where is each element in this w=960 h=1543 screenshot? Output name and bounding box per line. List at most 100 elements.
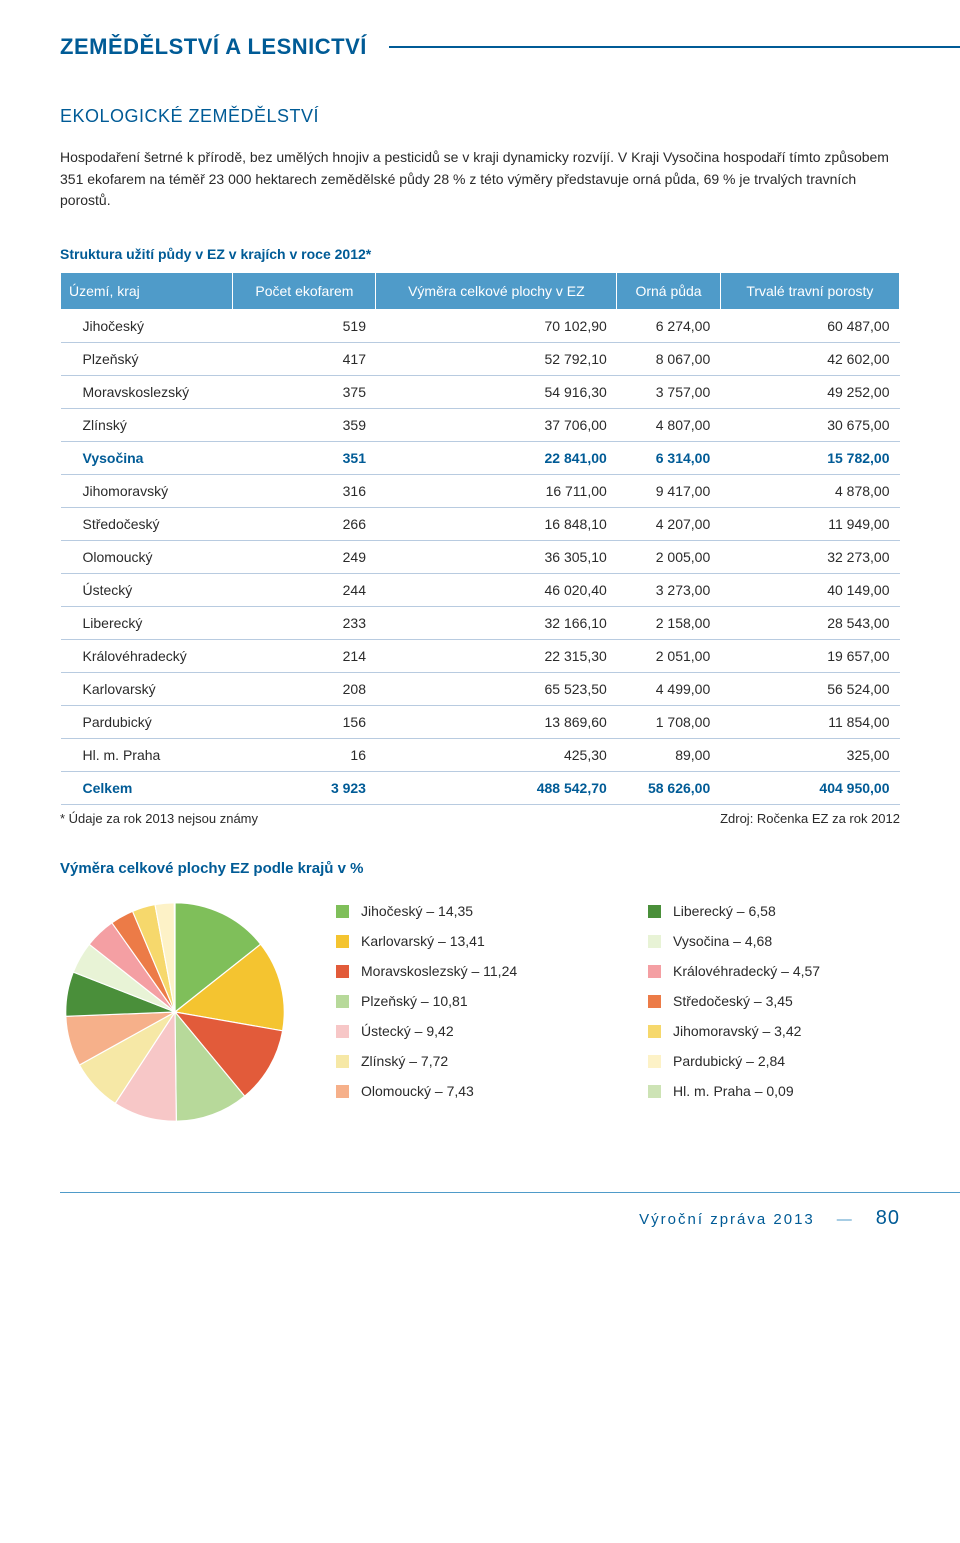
table-cell: Královéhradecký: [61, 640, 233, 673]
table-cell: 6 274,00: [617, 310, 720, 343]
table-footnote-right: Zdroj: Ročenka EZ za rok 2012: [720, 811, 900, 826]
table-cell: 16: [233, 739, 376, 772]
legend-item: Ústecký – 9,42: [336, 1023, 588, 1039]
table-cell: Celkem: [61, 772, 233, 805]
table-cell: Jihomoravský: [61, 475, 233, 508]
legend-item: Karlovarský – 13,41: [336, 933, 588, 949]
legend-item: Zlínský – 7,72: [336, 1053, 588, 1069]
table-cell: 70 102,90: [376, 310, 617, 343]
table-cell: 60 487,00: [720, 310, 899, 343]
table-row: Vysočina35122 841,006 314,0015 782,00: [61, 442, 900, 475]
table-cell: 351: [233, 442, 376, 475]
table-cell: 4 807,00: [617, 409, 720, 442]
footer-page-number: 80: [876, 1207, 900, 1230]
legend-swatch: [648, 965, 661, 978]
table-caption: Struktura užití půdy v EZ v krajích v ro…: [60, 246, 900, 262]
legend-label: Pardubický – 2,84: [673, 1053, 785, 1069]
table-cell: 32 166,10: [376, 607, 617, 640]
table-cell: 28 543,00: [720, 607, 899, 640]
table-header-cell: Území, kraj: [61, 273, 233, 310]
table-cell: 9 417,00: [617, 475, 720, 508]
section-title: EKOLOGICKÉ ZEMĚDĚLSTVÍ: [60, 106, 900, 127]
table-cell: 13 869,60: [376, 706, 617, 739]
legend-label: Ústecký – 9,42: [361, 1023, 454, 1039]
legend-item: Pardubický – 2,84: [648, 1053, 900, 1069]
table-header-cell: Orná půda: [617, 273, 720, 310]
pie-chart-title: Výměra celkové plochy EZ podle krajů v %: [60, 860, 900, 877]
table-cell: 37 706,00: [376, 409, 617, 442]
table-cell: 156: [233, 706, 376, 739]
legend-item: Plzeňský – 10,81: [336, 993, 588, 1009]
table-cell: 58 626,00: [617, 772, 720, 805]
table-cell: 16 848,10: [376, 508, 617, 541]
table-cell: 2 051,00: [617, 640, 720, 673]
table-cell: 56 524,00: [720, 673, 899, 706]
table-row: Olomoucký24936 305,102 005,0032 273,00: [61, 541, 900, 574]
table-cell: 425,30: [376, 739, 617, 772]
footer-label: Výroční zpráva 2013: [639, 1211, 815, 1228]
table-cell: 52 792,10: [376, 343, 617, 376]
table-cell: 15 782,00: [720, 442, 899, 475]
table-cell: 22 841,00: [376, 442, 617, 475]
table-cell: Plzeňský: [61, 343, 233, 376]
legend-label: Jihočeský – 14,35: [361, 903, 473, 919]
table-row: Karlovarský20865 523,504 499,0056 524,00: [61, 673, 900, 706]
legend-item: Hl. m. Praha – 0,09: [648, 1083, 900, 1099]
table-cell: 54 916,30: [376, 376, 617, 409]
table-row: Ústecký24446 020,403 273,0040 149,00: [61, 574, 900, 607]
legend-label: Středočeský – 3,45: [673, 993, 793, 1009]
table-cell: 316: [233, 475, 376, 508]
table-cell: Moravskoslezský: [61, 376, 233, 409]
legend-swatch: [336, 965, 349, 978]
legend-label: Plzeňský – 10,81: [361, 993, 468, 1009]
table-cell: 2 005,00: [617, 541, 720, 574]
table-row: Hl. m. Praha16425,3089,00325,00: [61, 739, 900, 772]
legend-label: Moravskoslezský – 11,24: [361, 963, 517, 979]
legend-label: Olomoucký – 7,43: [361, 1083, 474, 1099]
table-cell: 46 020,40: [376, 574, 617, 607]
table-cell: 3 923: [233, 772, 376, 805]
legend-item: Moravskoslezský – 11,24: [336, 963, 588, 979]
legend-label: Karlovarský – 13,41: [361, 933, 485, 949]
table-cell: 19 657,00: [720, 640, 899, 673]
legend-item: Vysočina – 4,68: [648, 933, 900, 949]
legend-label: Vysočina – 4,68: [673, 933, 772, 949]
table-cell: 325,00: [720, 739, 899, 772]
table-cell: 4 499,00: [617, 673, 720, 706]
table-row: Královéhradecký21422 315,302 051,0019 65…: [61, 640, 900, 673]
legend-item: Středočeský – 3,45: [648, 993, 900, 1009]
table-cell: Hl. m. Praha: [61, 739, 233, 772]
table-cell: 11 854,00: [720, 706, 899, 739]
table-header-cell: Výměra celkové plochy v EZ: [376, 273, 617, 310]
table-row: Jihočeský51970 102,906 274,0060 487,00: [61, 310, 900, 343]
legend-swatch: [336, 935, 349, 948]
legend-swatch: [648, 935, 661, 948]
table-cell: 359: [233, 409, 376, 442]
legend-item: Liberecký – 6,58: [648, 903, 900, 919]
legend-item: Jihomoravský – 3,42: [648, 1023, 900, 1039]
table-cell: Pardubický: [61, 706, 233, 739]
table-cell: Karlovarský: [61, 673, 233, 706]
table-cell: 3 757,00: [617, 376, 720, 409]
table-cell: Středočeský: [61, 508, 233, 541]
table-cell: 3 273,00: [617, 574, 720, 607]
table-row: Zlínský35937 706,004 807,0030 675,00: [61, 409, 900, 442]
legend-column: Liberecký – 6,58 Vysočina – 4,68 Královéhr…: [648, 903, 900, 1132]
table-cell: 4 878,00: [720, 475, 899, 508]
table-cell: 404 950,00: [720, 772, 899, 805]
table-footnote-left: * Údaje za rok 2013 nejsou známy: [60, 811, 258, 826]
table-row: Plzeňský41752 792,108 067,0042 602,00: [61, 343, 900, 376]
table-row: Středočeský26616 848,104 207,0011 949,00: [61, 508, 900, 541]
data-table: Území, krajPočet ekofaremVýměra celkové …: [60, 272, 900, 805]
pie-chart: [60, 897, 290, 1127]
table-cell: 519: [233, 310, 376, 343]
table-cell: Zlínský: [61, 409, 233, 442]
table-cell: 375: [233, 376, 376, 409]
legend-item: Královéhradecký – 4,57: [648, 963, 900, 979]
table-cell: 22 315,30: [376, 640, 617, 673]
legend-label: Zlínský – 7,72: [361, 1053, 448, 1069]
table-header-cell: Trvalé travní porosty: [720, 273, 899, 310]
table-cell: 36 305,10: [376, 541, 617, 574]
legend-label: Liberecký – 6,58: [673, 903, 776, 919]
legend-swatch: [648, 1085, 661, 1098]
